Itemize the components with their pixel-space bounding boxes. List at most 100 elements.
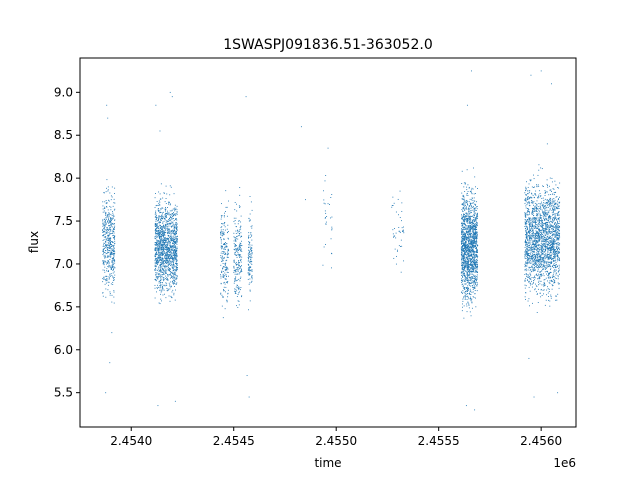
data-point <box>469 228 471 230</box>
data-point <box>251 263 253 265</box>
data-point <box>465 241 467 243</box>
data-point <box>462 292 464 294</box>
data-point <box>103 224 105 226</box>
data-point <box>156 254 158 256</box>
data-point <box>468 307 470 309</box>
data-point <box>544 206 545 208</box>
data-point <box>462 268 464 270</box>
data-point <box>553 251 555 253</box>
data-point <box>462 196 464 198</box>
data-point <box>527 255 528 257</box>
data-point <box>530 278 532 280</box>
data-point <box>156 224 158 225</box>
data-point <box>104 278 106 280</box>
data-point <box>472 225 474 227</box>
data-point <box>542 293 544 295</box>
data-point <box>477 272 478 274</box>
data-point <box>221 256 223 258</box>
data-point <box>527 259 529 261</box>
data-point <box>529 290 531 292</box>
data-point <box>557 205 559 207</box>
data-point <box>462 251 464 252</box>
data-point <box>171 264 173 266</box>
data-point <box>472 270 474 272</box>
data-point <box>475 207 476 209</box>
data-point <box>533 263 535 265</box>
data-point <box>465 242 467 244</box>
data-point <box>538 258 540 260</box>
data-point <box>175 262 177 264</box>
data-point <box>174 251 176 252</box>
data-point <box>167 241 169 243</box>
data-point <box>175 242 176 244</box>
data-point <box>162 217 164 219</box>
data-point <box>477 245 478 247</box>
data-point <box>462 210 463 212</box>
data-point <box>463 262 465 264</box>
data-point <box>467 271 469 273</box>
data-point <box>222 243 224 245</box>
data-point <box>462 195 464 197</box>
data-point <box>548 261 550 263</box>
data-point <box>474 263 476 265</box>
data-point <box>548 296 549 297</box>
data-point <box>226 269 228 271</box>
data-point <box>469 268 471 270</box>
data-point <box>461 183 463 184</box>
data-point <box>463 200 465 202</box>
data-point <box>239 262 240 264</box>
data-point <box>557 238 559 240</box>
data-point <box>103 227 105 229</box>
data-point <box>544 251 546 253</box>
data-point <box>166 254 168 256</box>
data-point <box>552 205 554 207</box>
data-point <box>174 278 176 280</box>
data-point <box>475 254 477 256</box>
data-point <box>469 205 471 207</box>
data-point <box>156 258 158 260</box>
data-point <box>176 264 178 266</box>
data-point <box>472 269 474 271</box>
data-point <box>472 197 473 199</box>
data-point <box>250 247 252 249</box>
data-point <box>464 259 466 261</box>
data-point <box>467 219 469 221</box>
data-point <box>236 290 238 292</box>
data-point <box>467 204 468 206</box>
data-point <box>240 270 242 272</box>
data-point <box>176 267 178 269</box>
data-point <box>223 290 225 292</box>
data-point <box>249 237 251 239</box>
data-point <box>471 244 473 246</box>
data-point <box>225 245 227 247</box>
data-point <box>391 206 393 208</box>
data-point <box>470 252 472 254</box>
data-point <box>169 216 171 218</box>
data-point <box>114 260 115 262</box>
data-point <box>475 240 477 242</box>
data-point <box>466 305 468 307</box>
data-point <box>110 273 112 275</box>
data-point <box>167 279 169 280</box>
data-point <box>112 258 114 260</box>
data-point <box>466 218 468 219</box>
data-point <box>237 287 239 289</box>
data-point <box>525 263 527 265</box>
data-point <box>235 217 237 219</box>
data-point <box>463 297 465 299</box>
data-point <box>173 246 175 248</box>
data-point <box>551 228 552 230</box>
data-point <box>532 282 534 284</box>
data-point <box>559 182 561 184</box>
data-point <box>161 226 163 228</box>
data-point <box>236 279 238 281</box>
data-point <box>102 281 104 283</box>
data-point <box>330 217 332 219</box>
data-point <box>530 251 532 253</box>
data-point <box>110 251 112 253</box>
data-point <box>465 261 467 263</box>
data-point <box>474 220 476 222</box>
data-point <box>464 245 466 247</box>
data-point <box>524 266 526 268</box>
data-point <box>545 203 547 205</box>
